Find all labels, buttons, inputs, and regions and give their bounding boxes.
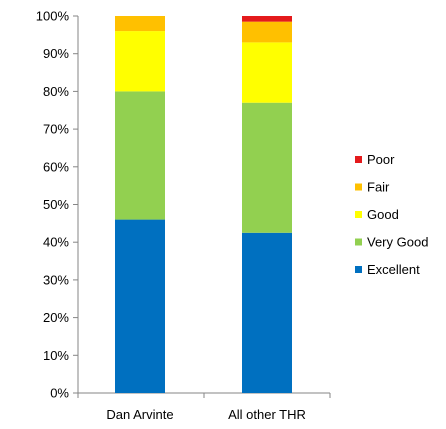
legend-label-excellent: Excellent (367, 262, 420, 277)
legend-label-poor: Poor (367, 152, 395, 167)
y-tick-label: 100% (36, 9, 70, 24)
bar-segment-good-dan-arvinte (115, 31, 165, 92)
legend-swatch-poor (355, 156, 362, 163)
x-tick-label: Dan Arvinte (106, 407, 173, 422)
x-tick-label: All other THR (228, 407, 306, 422)
bar-segment-good-all-other-thr (242, 42, 292, 103)
bar-segment-very-good-dan-arvinte (115, 91, 165, 220)
bar-segment-poor-all-other-thr (242, 16, 292, 22)
y-tick-label: 70% (43, 122, 69, 137)
y-tick-label: 90% (43, 46, 69, 61)
y-tick-label: 50% (43, 197, 69, 212)
legend-swatch-good (355, 211, 362, 218)
legend-label-good: Good (367, 207, 399, 222)
bar-segment-very-good-all-other-thr (242, 102, 292, 233)
bar-segment-excellent-dan-arvinte (115, 219, 165, 393)
y-tick-label: 60% (43, 159, 69, 174)
legend-swatch-excellent (355, 266, 362, 273)
axis-labels: 0% 10% 20% 30% 40% 50% 60% 70% 80% 90% 100% Dan Arv… (36, 9, 306, 423)
y-tick-label: 40% (43, 235, 69, 250)
legend-swatch-fair (355, 183, 362, 191)
bar-segment-fair-all-other-thr (242, 21, 292, 43)
bars (115, 16, 292, 393)
y-tick-label: 20% (43, 310, 69, 325)
y-tick-label: 10% (43, 348, 69, 363)
legend-label-fair: Fair (367, 180, 390, 195)
bar-segment-fair-dan-arvinte (115, 16, 165, 32)
y-tick-label: 30% (43, 272, 69, 287)
legend: Poor Fair Good Very Good Excellent (355, 152, 428, 277)
bar-segment-excellent-all-other-thr (242, 232, 292, 393)
y-tick-label: 80% (43, 84, 69, 99)
y-tick-label: 0% (50, 386, 69, 401)
legend-label-very-good: Very Good (367, 235, 428, 250)
legend-swatch-very-good (355, 238, 362, 246)
